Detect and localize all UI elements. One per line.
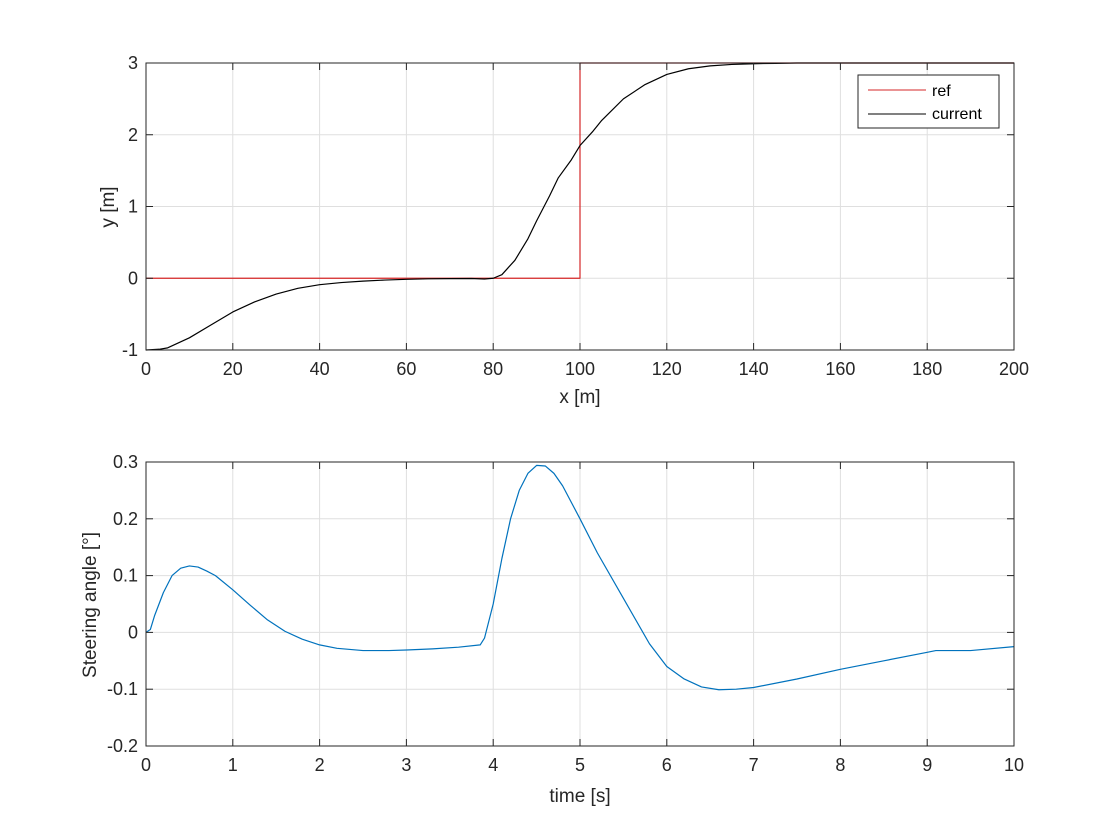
bottom-x-tick-label: 7 [749, 755, 759, 775]
top-x-tick-label: 60 [396, 359, 416, 379]
bottom-x-tick-label: 2 [315, 755, 325, 775]
bottom-x-tick-label: 9 [922, 755, 932, 775]
top-legend: ref current [857, 74, 1000, 129]
top-legend-label-current: current [932, 106, 982, 123]
top-y-tick-label: 1 [128, 197, 138, 217]
bottom-x-tick-label: 6 [662, 755, 672, 775]
bottom-x-tick-label: 0 [141, 755, 151, 775]
top-x-tick-label: 140 [739, 359, 769, 379]
bottom-x-tick-label: 3 [401, 755, 411, 775]
bottom-y-tick-label: 0 [128, 622, 138, 642]
top-x-tick-label: 0 [141, 359, 151, 379]
bottom-x-tick-label: 10 [1004, 755, 1024, 775]
bottom-y-tick-label: -0.1 [107, 679, 138, 699]
bottom-y-tick-label: 0.2 [113, 509, 138, 529]
bottom-y-axis-title: Steering angle [°] [80, 532, 101, 678]
bottom-x-tick-label: 1 [228, 755, 238, 775]
top-x-tick-label: 160 [825, 359, 855, 379]
top-x-tick-label: 40 [310, 359, 330, 379]
top-x-tick-label: 80 [483, 359, 503, 379]
bottom-y-tick-label: 0.3 [113, 452, 138, 472]
top-x-tick-label: 180 [912, 359, 942, 379]
top-y-axis-title: y [m] [98, 186, 119, 227]
top-x-tick-label: 200 [999, 359, 1029, 379]
top-x-tick-label: 20 [223, 359, 243, 379]
bottom-axes: 0 1 2 3 4 5 6 7 8 9 10 -0.2 -0.1 0 0.1 0.2 0.3 [107, 452, 1024, 775]
top-legend-box [857, 74, 1000, 129]
bottom-x-tick-label: 5 [575, 755, 585, 775]
top-y-tick-label: 2 [128, 125, 138, 145]
bottom-y-tick-label: -0.2 [107, 736, 138, 756]
top-legend-label-ref: ref [932, 83, 951, 100]
bottom-y-tick-label: 0.1 [113, 566, 138, 586]
bottom-x-axis-title: time [s] [549, 786, 610, 807]
top-y-tick-label: 3 [128, 53, 138, 73]
bottom-series-line [145, 464, 1015, 691]
top-y-tick-label: -1 [122, 340, 138, 360]
top-x-tick-label: 120 [652, 359, 682, 379]
top-x-tick-label: 100 [565, 359, 595, 379]
bottom-x-tick-label: 8 [835, 755, 845, 775]
top-y-tick-label: 0 [128, 268, 138, 288]
bottom-x-tick-label: 4 [488, 755, 498, 775]
top-x-axis-title: x [m] [559, 387, 600, 408]
